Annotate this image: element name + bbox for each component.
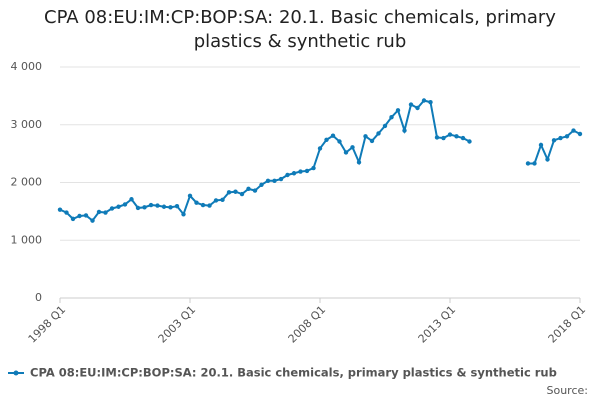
x-tick-label: 2003 Q1 <box>156 303 199 346</box>
data-point <box>278 176 284 182</box>
data-point <box>220 197 225 203</box>
data-point <box>298 169 303 174</box>
data-point <box>252 188 258 193</box>
x-tick-label: 2013 Q1 <box>416 303 459 346</box>
data-point <box>135 205 141 211</box>
data-point <box>148 202 154 208</box>
data-point <box>350 145 355 150</box>
data-point <box>129 197 134 202</box>
data-point <box>467 139 472 144</box>
data-point <box>395 108 401 113</box>
data-point <box>369 138 375 144</box>
data-point <box>246 186 251 192</box>
data-point <box>558 135 563 141</box>
data-point <box>577 131 583 137</box>
legend-label: CPA 08:EU:IM:CP:BOP:SA: 20.1. Basic chem… <box>30 366 557 380</box>
data-point <box>265 178 271 183</box>
source: Source: <box>547 384 589 397</box>
data-point <box>330 133 336 138</box>
y-tick-label: 2 000 <box>11 176 43 189</box>
data-point <box>291 171 297 176</box>
data-point <box>187 193 193 198</box>
data-point <box>96 209 102 215</box>
data-point <box>525 161 531 166</box>
data-point <box>174 203 180 209</box>
y-tick-label: 4 000 <box>11 60 43 73</box>
data-point <box>239 191 245 197</box>
x-tick-label: 1998 Q1 <box>26 303 69 346</box>
data-point <box>83 213 89 218</box>
data-point <box>434 135 440 140</box>
data-point <box>382 123 388 129</box>
data-point <box>363 134 368 139</box>
data-point <box>545 157 550 162</box>
data-point <box>402 128 407 133</box>
data-point <box>200 202 206 208</box>
data-point <box>70 216 76 222</box>
data-point <box>415 105 420 111</box>
data-point <box>109 206 115 211</box>
data-point <box>343 150 349 155</box>
series-line <box>59 99 581 223</box>
data-point <box>447 132 453 137</box>
data-point <box>272 178 277 183</box>
data-point <box>532 161 537 166</box>
data-point <box>213 198 219 203</box>
data-point <box>311 165 316 171</box>
data-point <box>408 102 414 107</box>
data-point <box>168 205 173 210</box>
data-point <box>421 98 427 103</box>
data-point <box>356 160 362 165</box>
data-point <box>551 138 557 143</box>
data-point <box>103 210 108 215</box>
data-point <box>428 100 433 105</box>
data-point <box>285 172 290 178</box>
data-point <box>304 168 310 174</box>
data-point <box>64 210 69 215</box>
data-point <box>460 135 466 141</box>
data-point <box>571 128 576 133</box>
data-point <box>538 142 544 148</box>
data-point <box>161 204 167 209</box>
data-point <box>57 207 63 212</box>
data-point <box>116 204 121 209</box>
data-point <box>142 205 147 210</box>
data-point <box>376 131 381 136</box>
data-point <box>389 115 394 120</box>
data-point <box>207 203 212 208</box>
data-point <box>233 189 238 194</box>
data-point <box>194 200 199 205</box>
data-point <box>564 134 570 139</box>
data-point <box>324 137 329 142</box>
y-tick-label: 1 000 <box>11 233 43 246</box>
y-tick-label: 3 000 <box>11 118 43 131</box>
y-tick-label: 0 <box>35 291 42 304</box>
data-point <box>259 182 264 188</box>
data-point <box>226 190 232 195</box>
data-point <box>441 135 446 141</box>
x-tick-label: 2008 Q1 <box>286 303 329 346</box>
chart-title: CPA 08:EU:IM:CP:BOP:SA: 20.1. Basic chem… <box>44 7 556 52</box>
data-point <box>337 139 342 144</box>
data-point <box>317 146 323 151</box>
data-point <box>181 212 186 217</box>
data-point <box>77 213 82 219</box>
data-point <box>155 203 160 208</box>
legend-marker <box>13 370 19 376</box>
data-point <box>90 218 95 223</box>
data-point <box>122 202 128 207</box>
data-point <box>454 134 459 139</box>
x-tick-label: 2018 Q1 <box>546 303 589 346</box>
